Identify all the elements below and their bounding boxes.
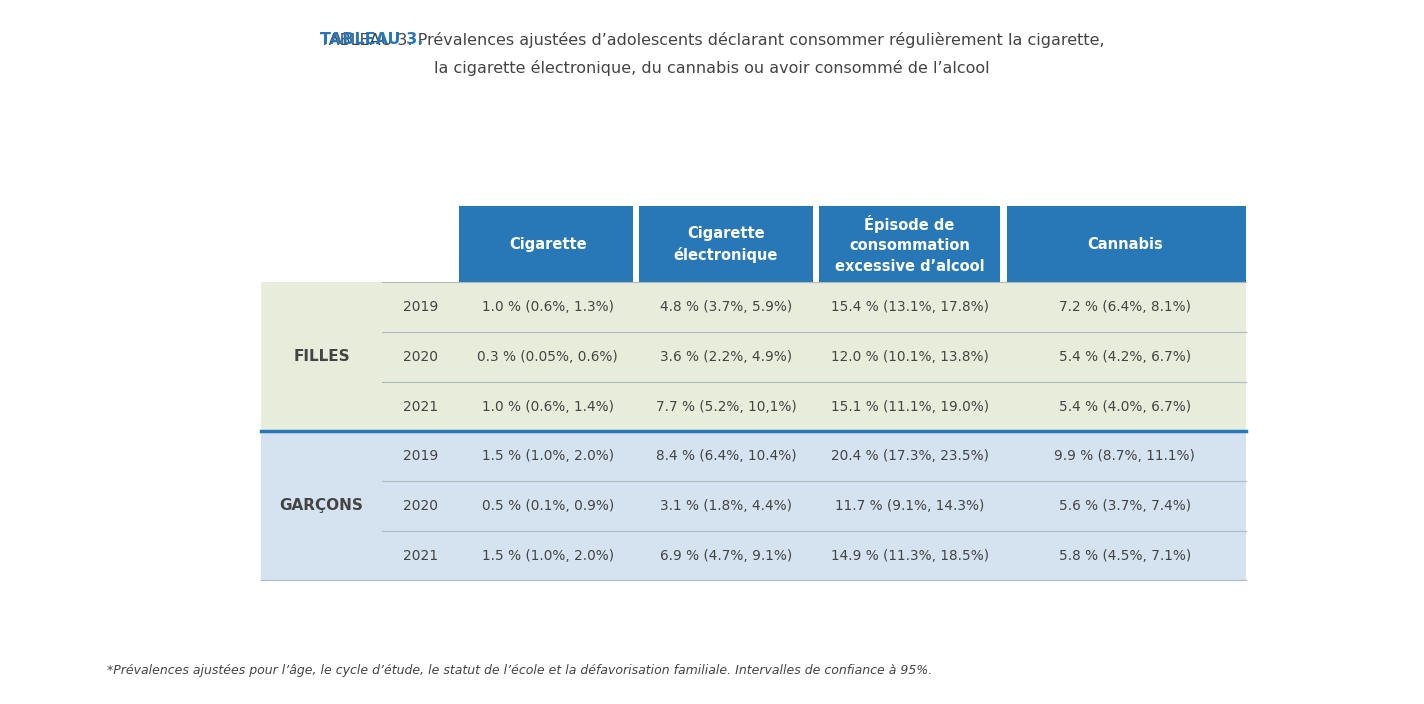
Text: 4.8 % (3.7%, 5.9%): 4.8 % (3.7%, 5.9%) [659, 300, 792, 314]
Bar [460, 206, 1246, 282]
Text: la cigarette électronique, du cannabis ou avoir consommé de l’alcool: la cigarette électronique, du cannabis o… [434, 60, 990, 76]
Text: 5.6 % (3.7%, 7.4%): 5.6 % (3.7%, 7.4%) [1059, 499, 1190, 513]
Text: 2019: 2019 [403, 300, 439, 314]
Text: 7.7 % (5.2%, 10,1%): 7.7 % (5.2%, 10,1%) [655, 400, 796, 413]
Text: FILLES: FILLES [293, 349, 350, 365]
Text: 2020: 2020 [403, 350, 439, 364]
Text: 2020: 2020 [403, 499, 439, 513]
Text: TABLEAU 3.: TABLEAU 3. [319, 32, 423, 46]
Text: 0.3 % (0.05%, 0.6%): 0.3 % (0.05%, 0.6%) [477, 350, 618, 364]
Text: 7.2 % (6.4%, 8.1%): 7.2 % (6.4%, 8.1%) [1059, 300, 1190, 314]
Bar [813, 206, 819, 282]
Bar [1000, 206, 1007, 282]
Text: 6.9 % (4.7%, 9.1%): 6.9 % (4.7%, 9.1%) [659, 548, 792, 562]
Text: 2021: 2021 [403, 548, 439, 562]
Text: 5.8 % (4.5%, 7.1%): 5.8 % (4.5%, 7.1%) [1059, 548, 1190, 562]
Text: 2019: 2019 [403, 449, 439, 463]
Text: GARÇONS: GARÇONS [279, 498, 363, 513]
Text: 14.9 % (11.3%, 18.5%): 14.9 % (11.3%, 18.5%) [830, 548, 988, 562]
Text: 2021: 2021 [403, 400, 439, 413]
Text: 1.0 % (0.6%, 1.4%): 1.0 % (0.6%, 1.4%) [481, 400, 614, 413]
Text: 15.4 % (13.1%, 17.8%): 15.4 % (13.1%, 17.8%) [830, 300, 988, 314]
Text: 1.5 % (1.0%, 2.0%): 1.5 % (1.0%, 2.0%) [481, 548, 614, 562]
Text: 0.5 % (0.1%, 0.9%): 0.5 % (0.1%, 0.9%) [481, 499, 614, 513]
Text: 5.4 % (4.0%, 6.7%): 5.4 % (4.0%, 6.7%) [1059, 400, 1190, 413]
Text: 20.4 % (17.3%, 23.5%): 20.4 % (17.3%, 23.5%) [830, 449, 988, 463]
Text: 11.7 % (9.1%, 14.3%): 11.7 % (9.1%, 14.3%) [834, 499, 984, 513]
Bar [261, 282, 1246, 432]
Text: 1.0 % (0.6%, 1.3%): 1.0 % (0.6%, 1.3%) [481, 300, 614, 314]
Text: 5.4 % (4.2%, 6.7%): 5.4 % (4.2%, 6.7%) [1059, 350, 1190, 364]
Bar [632, 206, 639, 282]
Text: 9.9 % (8.7%, 11.1%): 9.9 % (8.7%, 11.1%) [1054, 449, 1195, 463]
Text: *Prévalences ajustées pour l’âge, le cycle d’étude, le statut de l’école et la d: *Prévalences ajustées pour l’âge, le cyc… [107, 665, 933, 677]
Text: TABLEAU 3. Prévalences ajustées d’adolescents déclarant consommer régulièrement : TABLEAU 3. Prévalences ajustées d’adoles… [319, 32, 1105, 48]
Text: 8.4 % (6.4%, 10.4%): 8.4 % (6.4%, 10.4%) [655, 449, 796, 463]
Text: 15.1 % (11.1%, 19.0%): 15.1 % (11.1%, 19.0%) [830, 400, 988, 413]
Text: Cannabis: Cannabis [1087, 237, 1163, 252]
Text: 12.0 % (10.1%, 13.8%): 12.0 % (10.1%, 13.8%) [830, 350, 988, 364]
Text: 1.5 % (1.0%, 2.0%): 1.5 % (1.0%, 2.0%) [481, 449, 614, 463]
Text: 3.6 % (2.2%, 4.9%): 3.6 % (2.2%, 4.9%) [659, 350, 792, 364]
Text: Épisode de
consommation
excessive d’alcool: Épisode de consommation excessive d’alco… [834, 215, 984, 274]
Bar [261, 432, 1246, 581]
Text: Cigarette: Cigarette [508, 237, 587, 252]
Text: Cigarette
électronique: Cigarette électronique [674, 226, 778, 263]
Text: 3.1 % (1.8%, 4.4%): 3.1 % (1.8%, 4.4%) [659, 499, 792, 513]
